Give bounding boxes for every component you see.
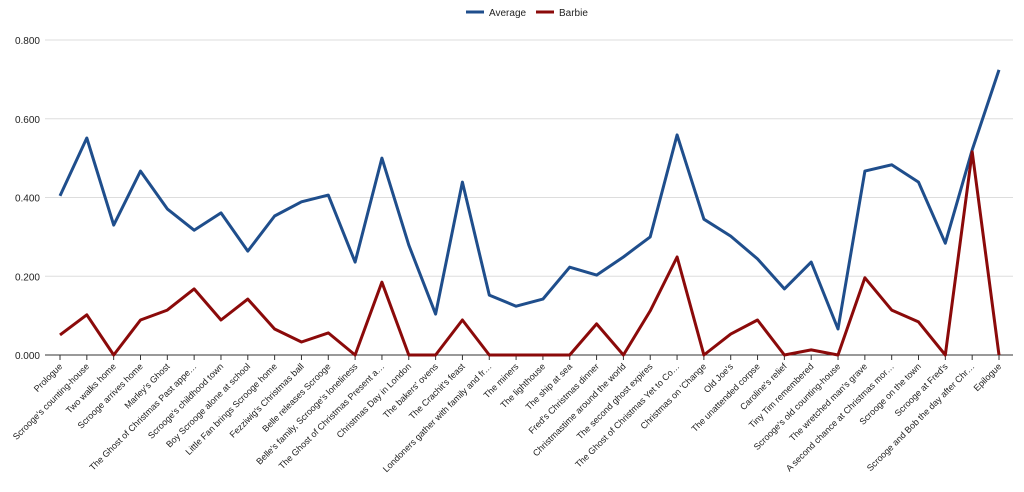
x-tick-label: The ship at sea [524,361,575,412]
legend-label: Average [489,8,527,19]
y-tick-label: 0.000 [15,351,40,362]
x-tick-label: Epilogue [972,361,1004,393]
y-tick-label: 0.200 [15,272,40,283]
y-tick-label: 0.600 [15,115,40,126]
y-tick-label: 0.400 [15,194,40,205]
series-line-average [58,69,1001,331]
legend-label: Barbie [559,8,588,19]
x-tick-label: Caroline's relief [738,361,789,412]
y-tick-label: 0.800 [15,36,40,47]
series-line-barbie [59,150,1001,357]
